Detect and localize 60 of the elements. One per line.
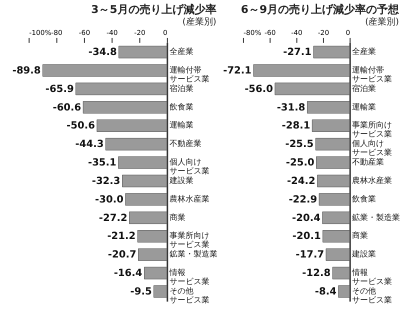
y-tick-label: 運輸付帯サービス業: [169, 65, 210, 84]
y-tick-label: 事業所向けサービス業: [352, 120, 392, 139]
y-tick-label: 情報サービス業: [168, 268, 210, 286]
y-tick-label: 農林水産業: [169, 194, 210, 204]
text: (産業別): [365, 16, 400, 28]
data-label: -35.1: [88, 158, 117, 169]
y-tick-label: 情報サービス業: [351, 268, 392, 286]
data-label: -20.1: [292, 231, 321, 242]
data-label: -12.8: [302, 268, 331, 280]
y-tick-label: 宿泊業: [169, 84, 194, 93]
data-label: -89.8: [12, 65, 41, 76]
data-label: -31.8: [276, 102, 306, 114]
chart-title: 6～9月の売り上げ減少率の予想: [240, 2, 400, 16]
data-label: -25.0: [286, 158, 314, 169]
data-label: -28.1: [282, 120, 310, 132]
data-label: -72.1: [223, 65, 252, 76]
data-label: -20.7: [108, 250, 136, 261]
data-label: -50.6: [66, 120, 96, 132]
y-tick-label: 個人向けサービス業: [169, 158, 210, 176]
y-tick-label: 商業: [169, 212, 186, 222]
y-tick-label: 事業所向けサービス業: [169, 231, 210, 250]
y-tick-label: 不動産業: [169, 139, 202, 148]
data-label: -20.4: [292, 212, 321, 224]
y-tick-label: その他サービス業: [169, 286, 210, 304]
y-tick-label: 宿泊業: [352, 84, 376, 93]
y-tick-label: その他サービス業: [352, 286, 392, 304]
y-tick-label: 商業: [352, 231, 368, 240]
data-label: -60.6: [52, 102, 82, 114]
y-tick-label: 農林水産業: [352, 176, 392, 185]
y-tick-label: 運輸業: [352, 102, 376, 112]
data-label: -9.5: [130, 286, 152, 298]
y-tick-label: 飲食業: [169, 102, 194, 112]
y-tick-label: 建設業: [351, 250, 376, 259]
y-tick-label: 飲食業: [352, 194, 376, 204]
data-label: -22.9: [288, 194, 318, 206]
y-tick-label: 個人向けサービス業: [352, 139, 392, 158]
y-tick-label: 運輸業: [169, 120, 194, 130]
y-tick-label: 建設業: [168, 176, 194, 185]
data-label: -30.0: [95, 194, 124, 206]
y-tick-label: 不動産業: [352, 158, 384, 167]
y-tick-label: 鉱業・製造業: [352, 212, 400, 222]
data-label: -24.2: [286, 176, 316, 187]
y-tick-label: 全産業: [352, 47, 376, 56]
data-label: -65.9: [45, 84, 74, 95]
text: (産業別): [182, 16, 216, 28]
y-tick-label: 鉱業・製造業: [169, 250, 218, 259]
chart-title: 3～5月の売り上げ減少率: [91, 2, 216, 16]
data-label: -27.1: [283, 47, 312, 58]
data-label: -17.7: [296, 250, 324, 261]
data-label: -56.0: [244, 84, 274, 95]
data-label: -44.3: [75, 139, 104, 150]
data-label: -25.5: [285, 139, 314, 150]
data-label: -34.8: [88, 47, 117, 58]
data-label: -8.4: [314, 286, 337, 298]
y-tick-label: 全産業: [169, 47, 194, 56]
y-tick-label: 運輸付帯サービス業: [352, 65, 392, 84]
data-label: -21.2: [107, 231, 136, 242]
data-label: -32.3: [92, 176, 120, 187]
data-label: -16.4: [114, 268, 142, 280]
data-label: -27.2: [98, 212, 128, 224]
